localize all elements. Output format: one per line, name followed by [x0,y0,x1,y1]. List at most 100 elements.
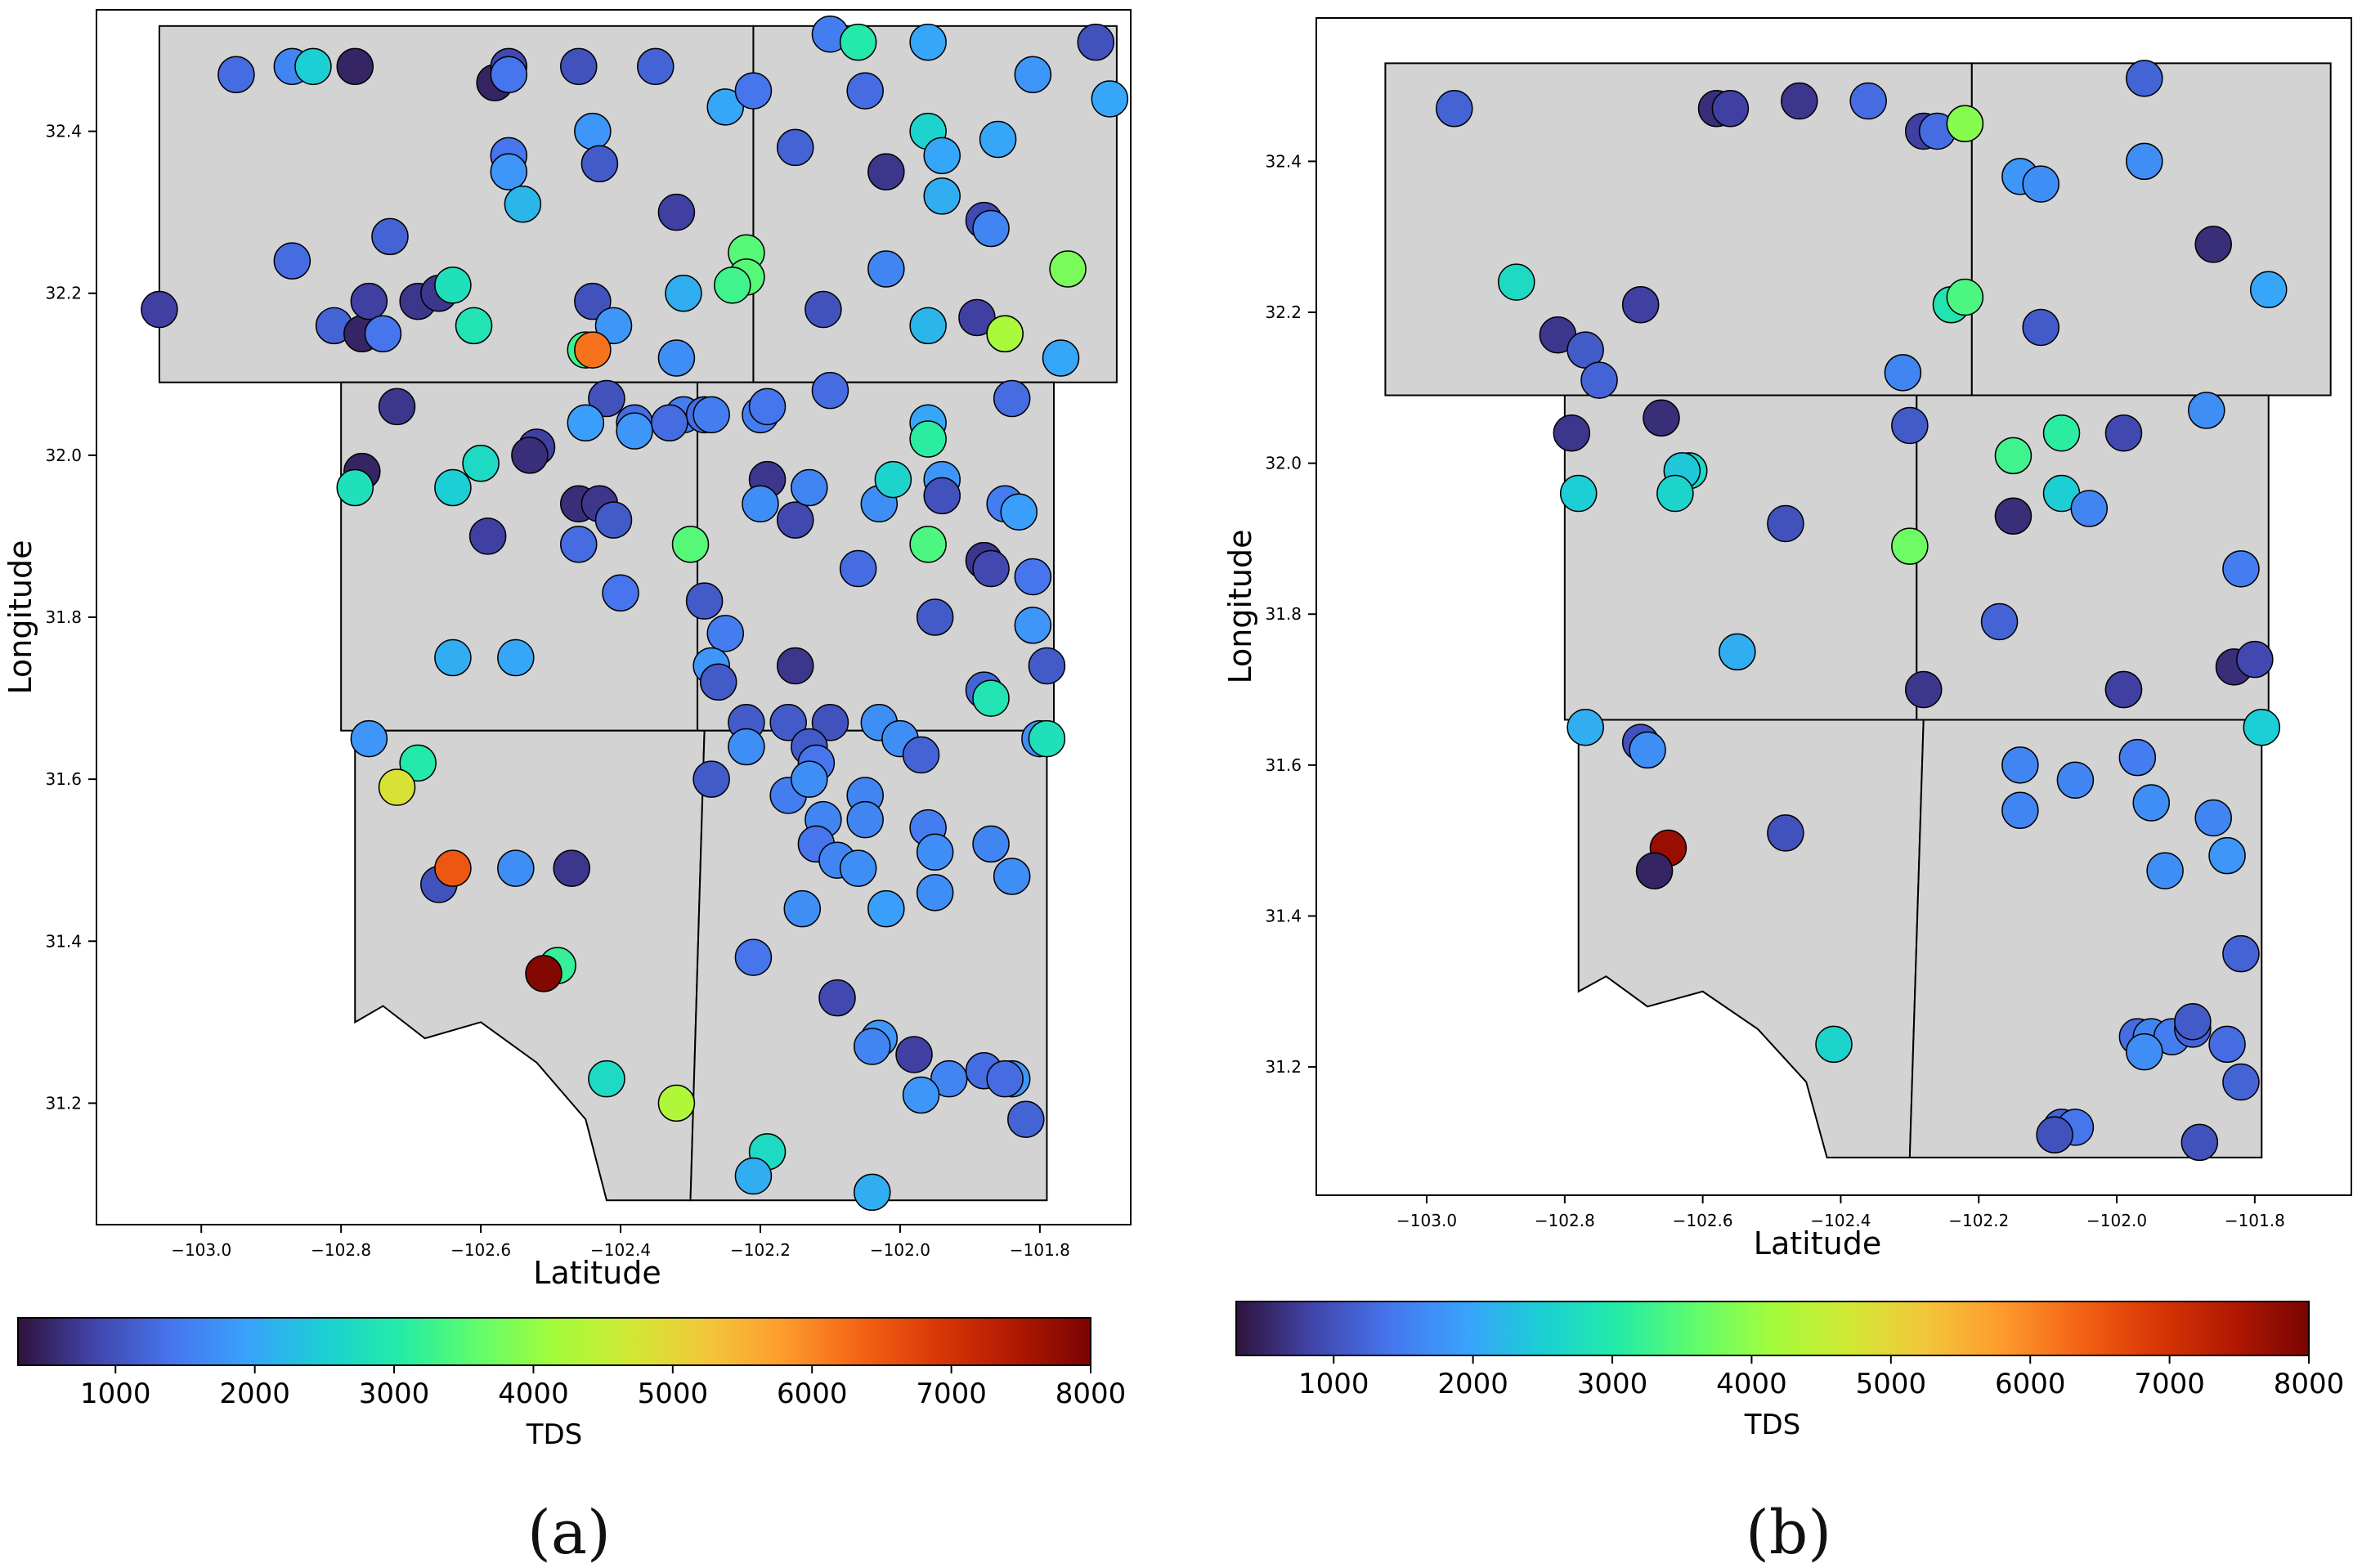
tds-point [378,388,416,426]
y-axis-label: Longitude [1222,530,1258,684]
tds-point [553,849,590,887]
tds-point [588,379,625,418]
colorbar-label: TDS [1744,1409,1801,1441]
tds-point [1014,56,1052,94]
tds-point [434,468,472,507]
tds-point [671,526,710,563]
tds-point [979,120,1017,159]
tds-point [2146,852,2184,889]
tds-point [1884,354,1922,392]
tds-point [1904,670,1943,709]
colorbar-tick-label: 4000 [498,1378,569,1410]
tds-point [993,858,1031,895]
tds-point [734,939,773,976]
tds-point [2022,308,2059,347]
tds-point [972,209,1010,248]
tds-point [916,598,954,636]
y-tick-label: 31.2 [45,1093,82,1113]
tds-point [811,371,849,410]
tds-point [1566,708,1604,746]
tds-point [2118,738,2157,777]
tds-point [867,250,905,288]
tds-point [854,1028,891,1065]
y-tick-label: 31.6 [45,769,82,789]
panel-b-label: (b) [1746,1498,1832,1568]
tds-point [490,56,528,94]
tds-point [2222,934,2260,973]
panel-b-chart: −103.0 −102.8 −102.6 −102.4 −102.2 −102.0 −101… [1222,17,2352,1441]
tds-point [336,468,374,507]
x-tick-label: −101.8 [2225,1211,2285,1230]
tds-point [1559,474,1598,513]
tds-point [665,274,702,312]
tds-point [867,153,905,190]
tds-point [930,1060,968,1098]
tds-point [734,1157,773,1195]
colorbar-tick-label: 1000 [1298,1368,1369,1400]
tds-point [1077,23,1115,61]
tds-point [371,217,409,256]
x-axis-label: Latitude [533,1255,661,1291]
tds-point [2222,1063,2260,1101]
tds-point [1994,437,2033,475]
tds-point [1815,1025,1853,1064]
tds-point [1946,105,1984,142]
tds-point [455,307,493,345]
tds-point [1980,603,2019,641]
tds-point [2104,670,2143,709]
tds-point [1436,90,1473,128]
tds-point [923,177,961,215]
tds-point [791,468,828,507]
x-tick-label: −102.6 [450,1240,511,1260]
tds-point [916,874,954,912]
tds-point [2042,414,2081,452]
tds-point [1042,339,1080,377]
y-tick-label: 31.8 [1265,604,1302,624]
tds-point [839,23,877,61]
tds-point [1580,361,1618,399]
tds-point [602,574,639,612]
y-tick-label: 32.0 [1265,454,1302,473]
tds-point [1994,497,2033,535]
y-tick-label: 32.0 [45,446,82,465]
tds-point [1781,82,1818,120]
x-tick-label: −102.8 [1535,1211,1595,1230]
x-axis-label: Latitude [1754,1225,1881,1261]
tds-point [525,955,562,992]
tds-point [497,638,535,677]
y-tick-label: 32.4 [1265,151,1302,171]
tds-point [1891,406,1929,445]
tds-point [2194,226,2232,263]
tds-point [1711,90,1750,128]
colorbar-tick-label: 3000 [359,1378,430,1410]
tds-point [336,47,374,86]
county-middle-west [1563,394,1918,721]
tds-point [657,1084,696,1122]
tds-point [839,549,877,588]
tds-point [791,760,828,798]
x-tick-label: −102.0 [870,1240,930,1260]
tds-point [1091,80,1129,118]
tds-point [2036,1116,2073,1154]
tds-point [2194,799,2232,837]
tds-point [637,47,675,86]
tds-point [846,72,884,110]
tds-point [2249,271,2288,309]
tds-point [1553,414,1591,452]
tds-point [846,800,884,839]
tds-point [434,267,472,304]
tds-point [776,501,814,539]
tds-point [748,388,787,426]
y-tick-label: 31.4 [45,931,82,951]
tds-point [2126,60,2163,97]
tds-point [468,517,507,555]
tds-point [1028,719,1066,758]
x-tick-label: −102.2 [1948,1211,2009,1230]
tds-point [497,849,535,887]
panel-a-chart: −103.0 −102.8 −102.6 −102.4 −102.2 −102.0 −101… [2,9,1132,1451]
colorbar-tick-label: 1000 [80,1378,151,1410]
tds-point [217,56,255,94]
y-axis-label: Longitude [2,540,38,695]
x-tick-label: −102.4 [1810,1211,1871,1230]
